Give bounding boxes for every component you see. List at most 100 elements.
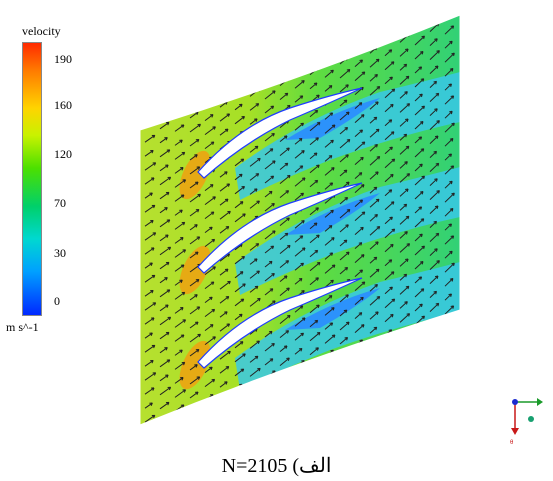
velocity-vector (234, 103, 243, 111)
velocity-vector (294, 68, 303, 75)
velocity-vector-head (359, 129, 363, 134)
velocity-vector (189, 349, 200, 357)
velocity-vector (279, 357, 290, 366)
velocity-vector (219, 268, 229, 276)
velocity-vector-head (195, 138, 200, 143)
high-velocity-region (179, 245, 211, 295)
velocity-vector (234, 298, 245, 307)
velocity-vector-head (194, 224, 198, 228)
velocity-vector (279, 162, 289, 170)
velocity-vector (309, 234, 320, 244)
velocity-vector (369, 86, 381, 96)
velocity-vector-head (225, 226, 230, 230)
velocity-vector-head (315, 347, 319, 351)
velocity-vector (309, 319, 318, 328)
velocity-vector (204, 99, 215, 108)
velocity-vector (429, 205, 439, 214)
velocity-vector (354, 211, 366, 221)
velocity-vector (459, 168, 460, 176)
velocity-vector (279, 287, 290, 296)
velocity-vector (294, 177, 306, 187)
velocity-vector-head (179, 279, 183, 284)
velocity-vector-head (195, 348, 200, 353)
velocity-vector (429, 162, 440, 172)
velocity-vector (459, 265, 460, 274)
velocity-vector-head (434, 108, 438, 112)
velocity-vector-head (345, 294, 349, 298)
high-velocity-region (179, 150, 211, 200)
velocity-vector (219, 311, 228, 318)
velocity-vector (234, 271, 244, 279)
velocity-vector (414, 218, 425, 228)
velocity-vector (354, 129, 363, 137)
velocity-vector (324, 279, 334, 288)
velocity-vector-head (315, 277, 319, 281)
velocity-vector (294, 165, 304, 173)
velocity-vector-head (287, 174, 291, 179)
velocity-vector-head (346, 251, 350, 256)
velocity-vector-head (376, 296, 381, 300)
velocity-vector (234, 158, 245, 167)
velocity-vector (234, 88, 245, 97)
velocity-vector (399, 75, 410, 85)
velocity-vector-head (196, 166, 201, 170)
velocity-vector-head (272, 230, 276, 234)
velocity-vector-head (360, 44, 365, 48)
velocity-vector-head (150, 317, 155, 321)
velocity-vector-head (167, 316, 172, 321)
velocity-vector (159, 176, 171, 186)
velocity-vector-head (254, 145, 259, 150)
velocity-vector-head (466, 208, 469, 211)
velocity-vector (384, 104, 394, 113)
velocity-vector (249, 145, 259, 153)
velocity-vector-head (149, 402, 153, 406)
velocity-vector (309, 249, 318, 258)
velocity-vector (354, 254, 365, 263)
blade-profile (197, 87, 363, 179)
lowest-velocity-core (285, 193, 380, 235)
velocity-vector-head (434, 38, 438, 42)
velocity-vector-head (313, 222, 318, 227)
velocity-vector-head (436, 50, 440, 54)
velocity-vector (309, 82, 318, 90)
velocity-vector (234, 173, 243, 181)
legend-tick: 70 (54, 196, 66, 210)
velocity-vector (444, 192, 455, 203)
velocity-vector-head (463, 98, 466, 101)
velocity-vector-head (164, 207, 168, 211)
velocity-vector (444, 165, 454, 175)
velocity-vector (444, 40, 453, 49)
velocity-vector-head (179, 349, 183, 354)
velocity-vector-head (450, 95, 455, 99)
velocity-vector-head (375, 58, 380, 63)
velocity-vector-head (225, 366, 230, 370)
velocity-vector (339, 84, 349, 93)
velocity-vector (174, 209, 183, 216)
velocity-vector-head (360, 184, 365, 188)
velocity-vector-head (298, 67, 303, 72)
velocity-vector (384, 158, 395, 169)
velocity-vector (309, 347, 319, 356)
velocity-vector (264, 105, 274, 114)
velocity-vector-head (405, 145, 410, 150)
velocity-vector (219, 226, 230, 234)
velocity-vector (369, 226, 381, 236)
velocity-vector (459, 137, 460, 148)
velocity-vector (309, 222, 318, 230)
velocity-vector (444, 83, 452, 91)
velocity-vector (399, 91, 408, 99)
velocity-vector-head (167, 386, 172, 391)
velocity-vector (189, 306, 200, 315)
velocity-vector-head (435, 92, 440, 97)
velocity-vector-head (167, 246, 172, 251)
velocity-vector (159, 207, 168, 214)
velocity-vector (279, 232, 289, 240)
velocity-vector (294, 317, 306, 327)
velocity-vector (249, 103, 259, 111)
velocity-vector-head (390, 131, 395, 135)
velocity-vector (174, 249, 186, 258)
velocity-vector (234, 116, 245, 125)
velocity-vector (369, 311, 379, 320)
velocity-vector (384, 271, 395, 281)
velocity-vector (399, 133, 407, 141)
